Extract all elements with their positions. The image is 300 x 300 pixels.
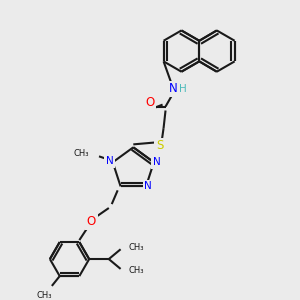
Text: N: N bbox=[153, 157, 161, 167]
Text: H: H bbox=[179, 84, 187, 94]
Text: O: O bbox=[86, 215, 96, 228]
Text: O: O bbox=[145, 96, 154, 109]
Text: N: N bbox=[169, 82, 178, 95]
Text: N: N bbox=[144, 182, 152, 191]
Text: N: N bbox=[106, 156, 114, 166]
Text: CH₃: CH₃ bbox=[36, 291, 52, 300]
Text: CH₃: CH₃ bbox=[128, 243, 144, 252]
Text: CH₃: CH₃ bbox=[74, 149, 89, 158]
Text: S: S bbox=[156, 139, 163, 152]
Text: CH₃: CH₃ bbox=[128, 266, 144, 275]
